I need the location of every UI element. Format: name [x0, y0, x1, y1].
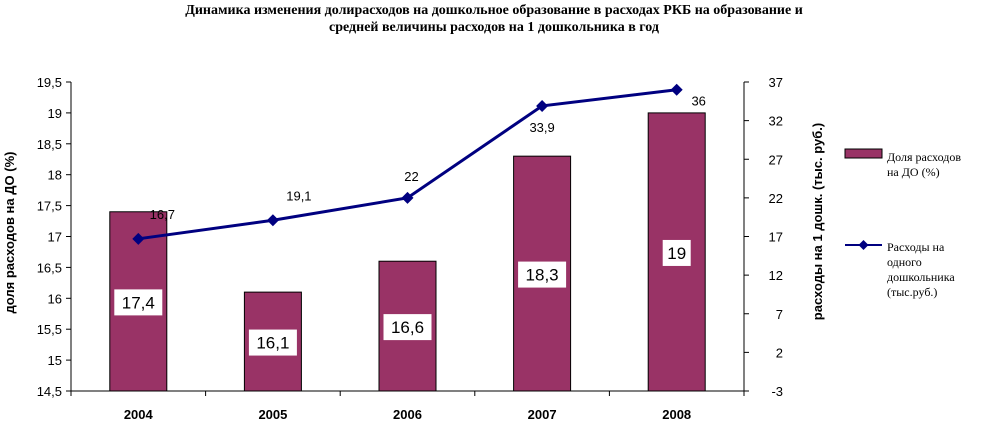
legend-bar-label: на ДО (%) [887, 165, 940, 179]
left-tick-label: 17 [48, 230, 62, 245]
right-tick-label: 7 [776, 307, 783, 322]
bar-data-label-box [114, 289, 163, 316]
bar-data-label: 17,4 [122, 293, 155, 312]
right-tick-label: 32 [769, 114, 783, 129]
line-data-label: 19,1 [286, 188, 311, 203]
left-tick-label: 19 [48, 106, 62, 121]
legend-line-marker [858, 240, 869, 250]
line-point-marker [401, 191, 414, 204]
line-point-marker [132, 232, 145, 245]
line-series: 16,7 19,1 22 33,9 36 [132, 83, 706, 245]
axes: 14,51515,51616,51717,51818,51919,5-32712… [2, 75, 825, 422]
line-data-label: 16,7 [150, 207, 175, 222]
right-tick-label: 27 [769, 152, 783, 167]
x-tick-label: 2007 [528, 407, 557, 422]
chart-title: Динамика изменения долирасходов на дошко… [185, 3, 803, 35]
line-data-label: 22 [404, 169, 418, 184]
left-tick-label: 15 [48, 353, 62, 368]
legend-line-label: (тыс.руб.) [887, 285, 937, 299]
line-point-marker [670, 83, 683, 96]
line-data-label: 36 [691, 94, 705, 109]
series-line [138, 88, 677, 241]
bar-data-label-box [383, 314, 432, 341]
y-left-axis-title: доля расходов на ДО (%) [2, 152, 17, 314]
left-tick-label: 16,5 [37, 260, 62, 275]
right-tick-label: 12 [769, 268, 783, 283]
bar-data-label: 16,6 [391, 318, 424, 337]
right-tick-label: 22 [769, 191, 783, 206]
legend-line-label: Расходы на [887, 240, 945, 254]
left-tick-label: 16 [48, 291, 62, 306]
bar-data-label: 18,3 [526, 266, 559, 285]
left-tick-label: 17,5 [37, 199, 62, 214]
x-tick-label: 2004 [124, 407, 154, 422]
x-tick-label: 2006 [393, 407, 422, 422]
x-tick-label: 2005 [258, 407, 287, 422]
legend-bar-label: Доля расходов [887, 150, 961, 164]
left-tick-label: 19,5 [37, 75, 62, 90]
chart-title-line: средней величины расходов на 1 дошкольни… [329, 20, 659, 35]
right-tick-label: 17 [769, 230, 783, 245]
line-data-label: 33,9 [529, 120, 554, 135]
right-tick-label: 37 [769, 75, 783, 90]
bar-data-label-box [662, 239, 691, 266]
left-tick-label: 18,5 [37, 137, 62, 152]
left-tick-label: 14,5 [37, 384, 62, 399]
right-tick-label: 2 [776, 345, 783, 360]
line-point-marker [536, 99, 549, 112]
legend-bar-swatch [844, 148, 883, 159]
legend-line-label: дошкольника [887, 270, 955, 284]
left-tick-label: 15,5 [37, 322, 62, 337]
bar-series: 17,4 16,1 16,6 18,3 19 [109, 112, 706, 392]
bar-data-label: 16,1 [256, 334, 289, 353]
chart-title-line: Динамика изменения долирасходов на дошко… [185, 3, 803, 18]
x-tick-label: 2008 [662, 407, 691, 422]
left-tick-label: 18 [48, 168, 62, 183]
line-point-marker [266, 214, 279, 227]
right-tick-label: -3 [771, 384, 783, 399]
bar-data-label: 19 [667, 244, 686, 263]
legend-line-label: одного [887, 255, 922, 269]
bar-data-label-box [248, 329, 297, 356]
y-right-axis-title: расходы на 1 дошк. (тыс. руб.) [810, 123, 825, 320]
bar-data-label-box [518, 261, 567, 288]
